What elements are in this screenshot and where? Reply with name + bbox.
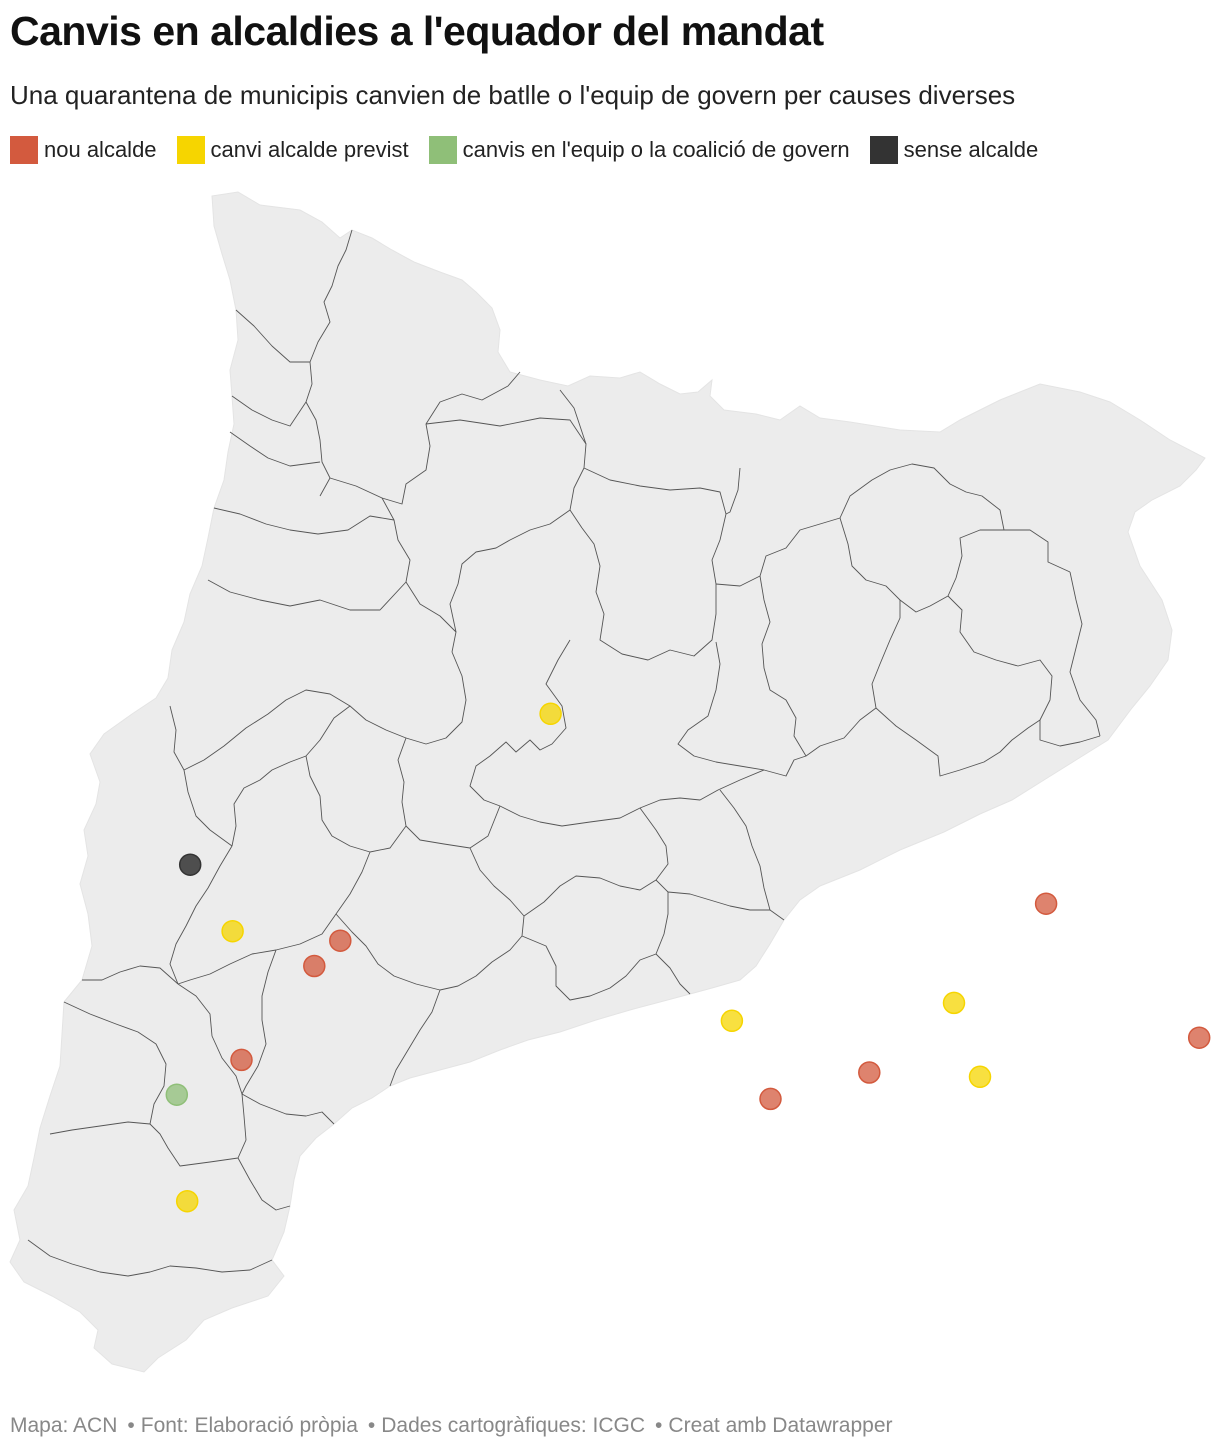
border-line bbox=[82, 965, 179, 985]
border-line bbox=[875, 707, 1041, 777]
footer-created-with: Creat amb Datawrapper bbox=[668, 1414, 893, 1437]
marker-canvi-previst[interactable] bbox=[539, 702, 562, 726]
border-line bbox=[213, 507, 395, 535]
border-line bbox=[677, 641, 807, 777]
border-line bbox=[229, 431, 321, 467]
border-line bbox=[183, 769, 233, 847]
border-line bbox=[725, 467, 741, 515]
legend-label-nou-alcalde: nou alcalde bbox=[44, 137, 157, 162]
marker-nou-alcalde[interactable] bbox=[858, 1061, 881, 1084]
border-line bbox=[169, 689, 351, 771]
border-line bbox=[177, 851, 371, 985]
marker-canvis-equip[interactable] bbox=[165, 1083, 189, 1106]
border-line bbox=[523, 807, 669, 917]
border-line bbox=[231, 705, 407, 847]
legend-label-canvis-equip: canvis en l'equip o la coalició de gover… bbox=[462, 137, 850, 162]
border-line bbox=[1069, 571, 1101, 737]
comarca-borders bbox=[27, 229, 1101, 1277]
border-line bbox=[947, 595, 1101, 747]
marker-canvi-previst[interactable] bbox=[942, 991, 966, 1015]
marker-nou-alcalde[interactable] bbox=[1187, 1026, 1211, 1049]
map-subtitle: Una quarantena de municipis canvien de b… bbox=[10, 80, 1016, 110]
border-line bbox=[335, 913, 441, 991]
catalonia-map bbox=[9, 191, 1211, 1373]
legend-swatch-nou-alcalde bbox=[10, 136, 38, 164]
marker-layer bbox=[165, 702, 1211, 1213]
border-line bbox=[27, 1239, 273, 1277]
border-line bbox=[581, 527, 717, 661]
border-line bbox=[231, 395, 307, 427]
border-line bbox=[449, 509, 571, 633]
border-line bbox=[49, 1121, 151, 1135]
border-line bbox=[715, 517, 841, 587]
border-line bbox=[63, 1001, 167, 1125]
land-shape bbox=[9, 191, 1206, 1373]
border-line bbox=[237, 1157, 291, 1211]
footer-map-credit: Mapa: ACN bbox=[10, 1414, 118, 1437]
border-line bbox=[207, 579, 407, 611]
marker-sense-alcalde[interactable] bbox=[178, 853, 202, 876]
legend-swatch-canvi-previst bbox=[176, 136, 205, 164]
marker-nou-alcalde[interactable] bbox=[759, 1087, 782, 1111]
border-line bbox=[177, 983, 243, 1095]
legend-swatch-sense-alcalde bbox=[869, 136, 898, 164]
legend-swatch-canvis-equip bbox=[428, 136, 457, 164]
catalonia-territory bbox=[9, 191, 1206, 1373]
marker-canvi-previst[interactable] bbox=[968, 1065, 992, 1089]
border-line bbox=[559, 389, 587, 445]
footer-source: Font: Elaboració pròpia bbox=[140, 1414, 358, 1437]
border-line bbox=[149, 1093, 247, 1167]
legend-item-nou-alcalde: nou alcalde bbox=[10, 136, 157, 164]
footer-cartography: Dades cartogràfiques: ICGC bbox=[381, 1414, 646, 1437]
border-line bbox=[397, 651, 501, 849]
border-line bbox=[241, 1093, 335, 1125]
marker-canvi-previst[interactable] bbox=[221, 919, 244, 943]
border-line bbox=[839, 463, 1005, 531]
marker-nou-alcalde[interactable] bbox=[303, 954, 326, 978]
legend-item-canvis-equip: canvis en l'equip o la coalició de gover… bbox=[428, 136, 850, 164]
border-line bbox=[839, 517, 1071, 613]
border-line bbox=[583, 467, 727, 585]
marker-nou-alcalde[interactable] bbox=[1034, 892, 1058, 915]
footer: Mapa: ACN • Font: Elaboració pròpia • Dades … bbox=[10, 1414, 893, 1437]
legend-item-sense-alcalde: sense alcalde bbox=[869, 136, 1039, 164]
border-line bbox=[469, 639, 571, 807]
legend-label-sense-alcalde: sense alcalde bbox=[903, 137, 1039, 162]
border-line bbox=[235, 309, 310, 363]
border-line bbox=[425, 417, 587, 529]
marker-nou-alcalde[interactable] bbox=[230, 1048, 253, 1072]
border-line bbox=[169, 845, 233, 985]
legend: nou alcalde canvi alcalde previst canvis… bbox=[10, 136, 1058, 164]
border-line bbox=[305, 755, 407, 853]
border-line bbox=[389, 989, 441, 1087]
legend-label-canvi-previst: canvi alcalde previst bbox=[210, 137, 409, 162]
legend-item-canvi-previst: canvi alcalde previst bbox=[176, 136, 409, 164]
border-line bbox=[719, 789, 771, 911]
map-title: Canvis en alcaldies a l'equador del mand… bbox=[10, 8, 824, 54]
marker-canvi-previst[interactable] bbox=[175, 1189, 199, 1213]
border-line bbox=[655, 953, 691, 995]
marker-nou-alcalde[interactable] bbox=[329, 929, 352, 952]
border-line bbox=[241, 949, 277, 1095]
border-line bbox=[521, 879, 669, 1001]
marker-canvi-previst[interactable] bbox=[720, 1009, 744, 1033]
